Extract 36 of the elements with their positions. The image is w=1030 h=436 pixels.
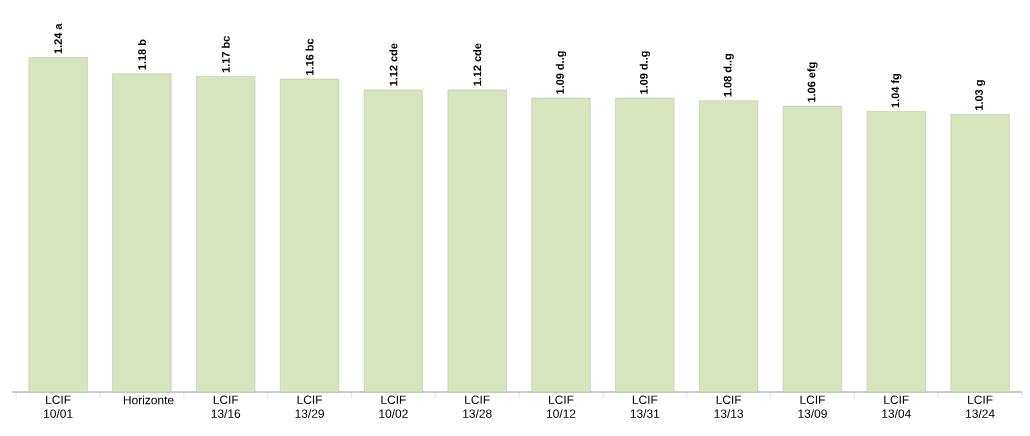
x-tick-label: LCIF 13/04 [882, 395, 911, 418]
data-label: 1.03 g [975, 80, 986, 110]
bar [112, 73, 172, 393]
data-label: 1.17 bc [221, 36, 230, 73]
bar [531, 97, 591, 393]
x-tick-label: LCIF 13/13 [714, 395, 744, 418]
data-label: 1.06 efg [807, 62, 818, 102]
x-tick-label: LCIF 13/29 [295, 395, 324, 418]
x-tick-label: LCIF 13/24 [966, 395, 995, 418]
data-label: 1.09 d..g [555, 51, 567, 94]
data-label: 1.04 fg [891, 73, 902, 108]
data-label: 1.18 b [137, 39, 146, 70]
data-label: 1.09 d..g [639, 51, 650, 94]
bar [363, 89, 423, 393]
data-label: 1.08 d..g [723, 54, 734, 97]
bar [866, 111, 926, 393]
data-label: 1.12 cde [473, 43, 482, 86]
bar [28, 57, 88, 393]
bar [447, 89, 507, 393]
x-tick-label: LCIF 13/31 [630, 395, 660, 418]
data-label: 1.16 bc [305, 38, 314, 75]
data-label: 1.12 cde [389, 43, 398, 86]
x-tick-label: LCIF 13/09 [798, 395, 827, 418]
bar [699, 100, 759, 393]
x-tick-label: LCIF 13/28 [463, 395, 492, 418]
x-tick-label: Horizonte [123, 395, 174, 405]
x-tick-label: LCIF 13/16 [211, 395, 241, 418]
data-label: 1.24 a [54, 23, 62, 54]
bar [950, 113, 1010, 393]
bar [280, 78, 340, 393]
bar [196, 76, 256, 393]
x-tick-label: LCIF 10/01 [44, 395, 73, 418]
x-tick-label: LCIF 10/02 [379, 395, 408, 418]
bar [615, 97, 675, 393]
bar [782, 105, 842, 393]
x-tick-label: LCIF 10/12 [546, 395, 576, 418]
